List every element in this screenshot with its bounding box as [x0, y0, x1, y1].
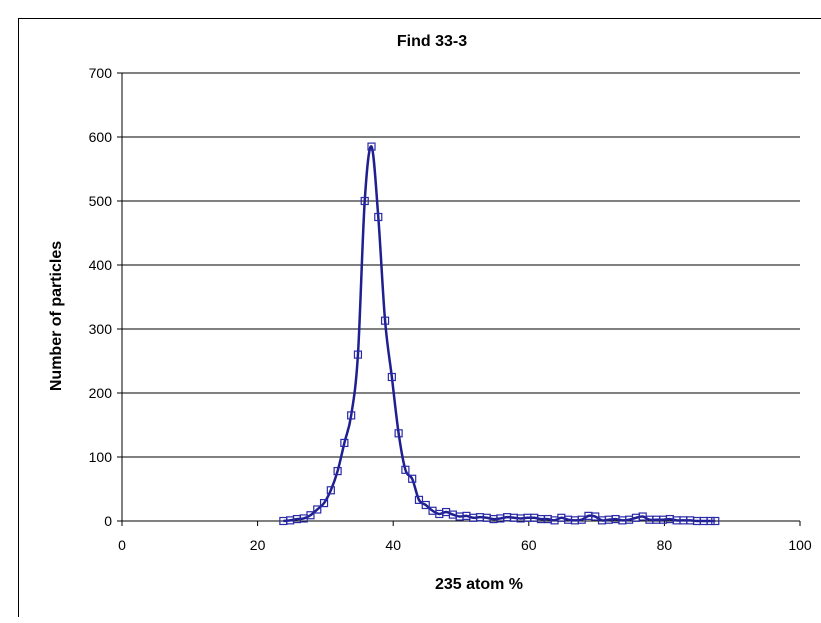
data-point — [401, 465, 410, 474]
axes — [121, 73, 800, 522]
data-point — [353, 350, 363, 359]
data-point — [340, 438, 349, 448]
x-tick-label: 0 — [118, 537, 126, 553]
y-tick-label: 100 — [89, 449, 113, 465]
gridlines — [117, 72, 800, 522]
y-tick-label: 500 — [89, 193, 113, 209]
data-point — [414, 495, 424, 504]
data-point — [347, 411, 356, 420]
data-point — [360, 196, 369, 206]
data-point — [367, 142, 376, 151]
series-markers — [279, 142, 720, 526]
data-point — [326, 486, 335, 495]
y-tick-label: 700 — [89, 65, 113, 81]
x-tick-label: 40 — [385, 537, 401, 553]
data-point — [387, 372, 396, 382]
data-point — [374, 212, 383, 222]
y-tick-label: 300 — [89, 321, 113, 337]
y-axis-title: Number of particles — [48, 241, 65, 391]
data-point — [706, 516, 715, 526]
x-tick-labels: 0 20 40 60 80 100 — [118, 521, 812, 553]
x-axis-title: 235 atom % — [435, 576, 523, 593]
data-point — [333, 466, 342, 476]
x-tick-label: 60 — [521, 537, 537, 553]
y-tick-label: 200 — [89, 385, 113, 401]
series-curve — [283, 145, 716, 523]
chart: Find 33-3 0 100 200 300 400 500 600 700 0 20 40 60… — [48, 33, 812, 593]
data-point — [408, 474, 417, 483]
x-tick-label: 20 — [250, 537, 266, 553]
data-point — [421, 500, 430, 510]
y-tick-label: 400 — [89, 257, 113, 273]
y-tick-labels: 0 100 200 300 400 500 600 700 — [89, 65, 113, 529]
data-point — [306, 511, 315, 520]
data-point — [394, 429, 403, 438]
x-tick-label: 100 — [788, 537, 812, 553]
chart-title: Find 33-3 — [397, 33, 467, 50]
y-tick-label: 0 — [104, 513, 112, 529]
data-point — [711, 516, 720, 526]
data-point — [313, 505, 322, 514]
x-tick-label: 80 — [657, 537, 673, 553]
chart-frame: Find 33-3 0 100 200 300 400 500 600 700 0 20 40 60… — [18, 18, 821, 617]
data-point — [319, 498, 329, 508]
data-point — [380, 316, 390, 325]
y-tick-label: 600 — [89, 129, 113, 145]
